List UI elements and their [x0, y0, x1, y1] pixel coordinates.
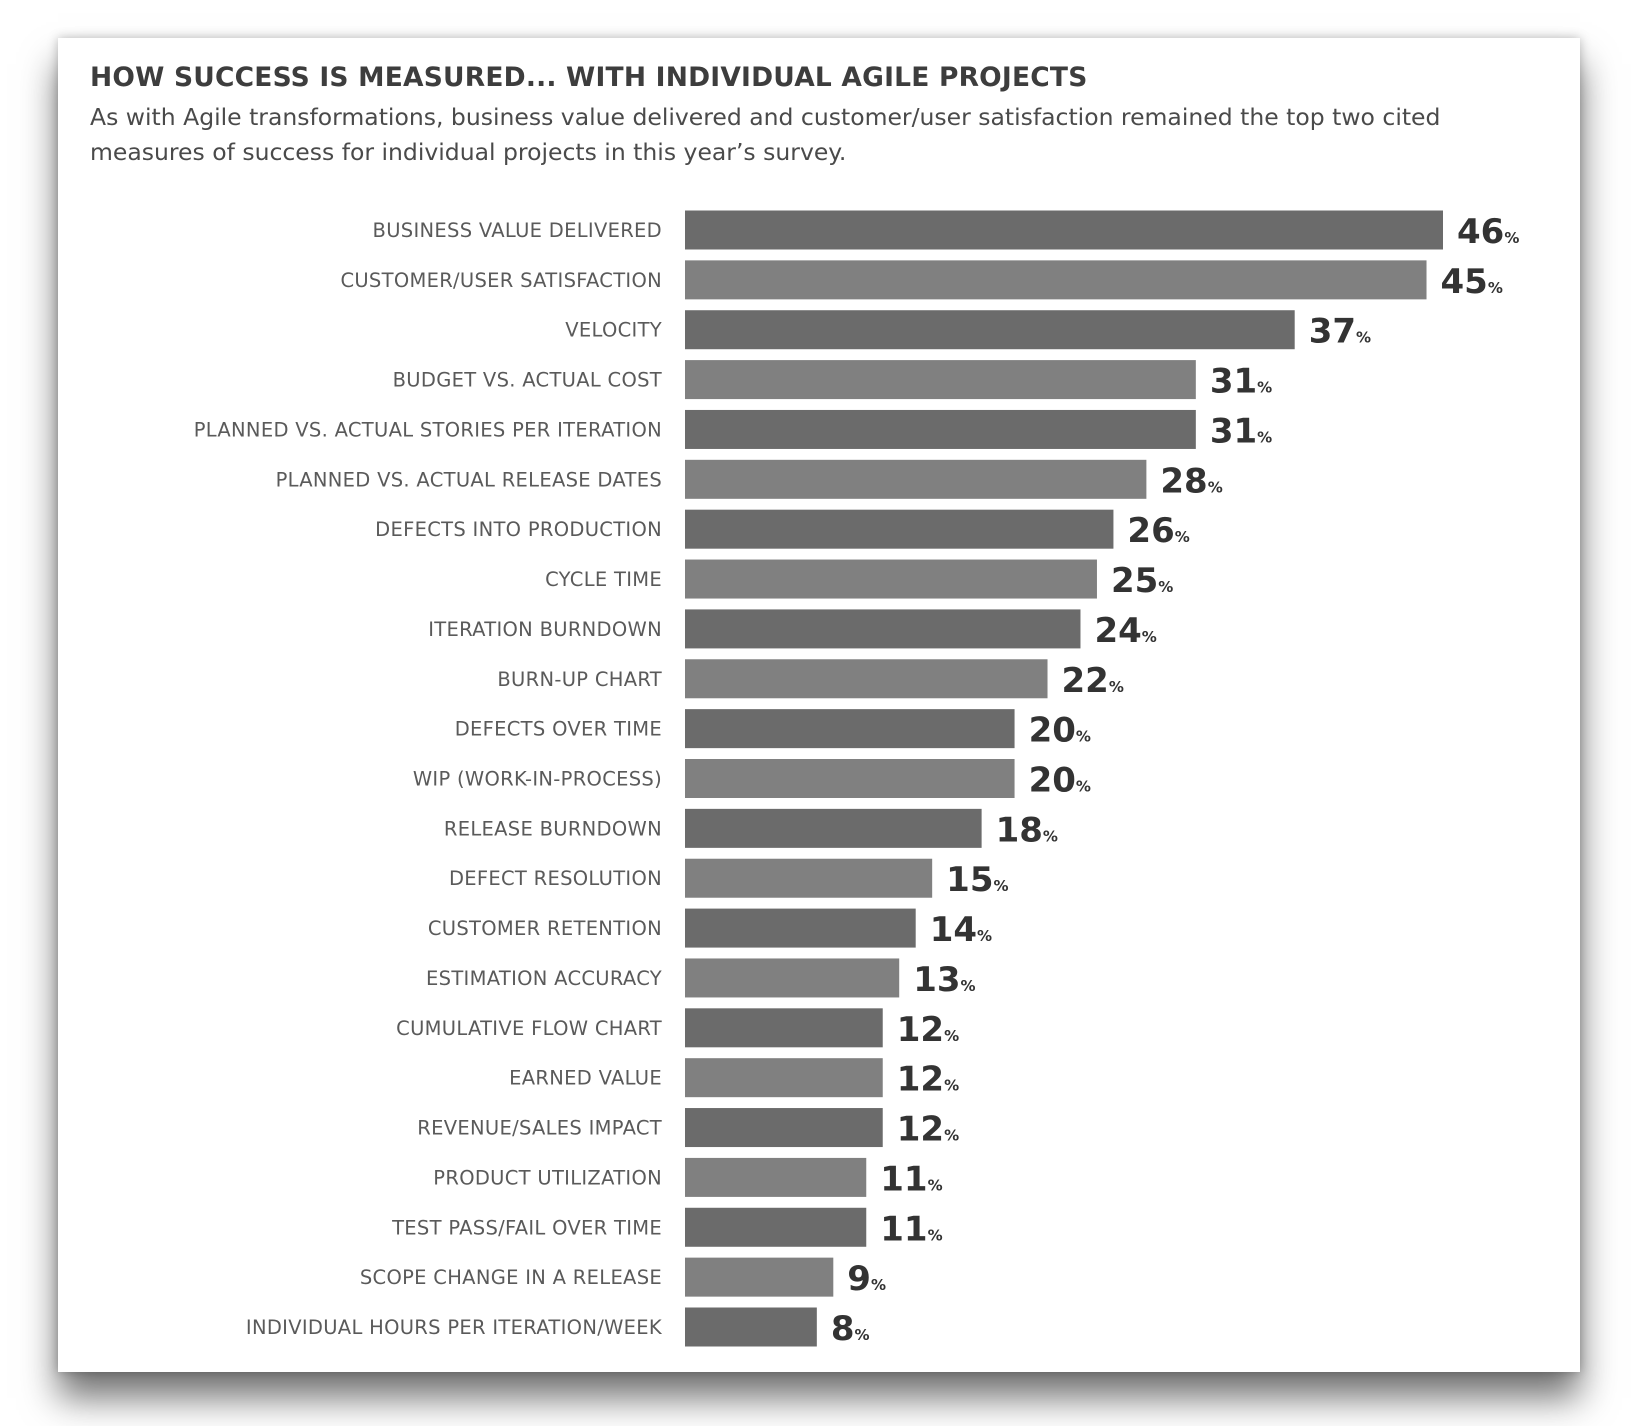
value-label: 28% [1160, 461, 1222, 501]
value-label: 11% [880, 1209, 942, 1249]
bar [685, 609, 1081, 649]
category-label: BUSINESS VALUE DELIVERED [373, 219, 662, 242]
chart-title: HOW SUCCESS IS MEASURED... WITH INDIVIDU… [90, 62, 1088, 93]
value-unit: % [961, 977, 976, 995]
value-label: 46% [1457, 212, 1519, 252]
value-unit: % [944, 1077, 959, 1095]
value-unit: % [1076, 778, 1091, 796]
bar [685, 1157, 867, 1197]
bar [685, 858, 933, 898]
value-unit: % [1076, 728, 1091, 746]
bar [685, 659, 1048, 699]
bar [685, 1307, 817, 1347]
category-label: DEFECTS OVER TIME [455, 718, 662, 741]
chart-card [58, 38, 1580, 1372]
value-label: 18% [996, 810, 1058, 850]
value-unit: % [1142, 628, 1157, 646]
value-label: 25% [1111, 561, 1173, 601]
category-label: DEFECT RESOLUTION [449, 867, 662, 890]
bar [685, 1108, 883, 1148]
category-label: CUSTOMER/USER SATISFACTION [340, 269, 662, 292]
bar [685, 459, 1147, 499]
value-label: 8% [831, 1309, 870, 1349]
bar [685, 559, 1097, 599]
value-label: 9% [847, 1259, 886, 1299]
value-label: 12% [897, 1110, 959, 1150]
category-label: REVENUE/SALES IMPACT [417, 1117, 662, 1140]
bar [685, 360, 1196, 400]
bar [685, 1207, 867, 1247]
value-label: 31% [1210, 411, 1272, 451]
value-unit: % [944, 1127, 959, 1145]
value-label: 11% [880, 1159, 942, 1199]
value-unit: % [977, 927, 992, 945]
value-label: 45% [1441, 262, 1503, 302]
category-label: SCOPE CHANGE IN A RELEASE [360, 1266, 662, 1289]
value-label: 20% [1029, 711, 1091, 751]
value-label: 15% [946, 860, 1008, 900]
bar [685, 958, 900, 998]
value-unit: % [1158, 578, 1173, 596]
value-label: 22% [1062, 661, 1124, 701]
bar [685, 709, 1015, 749]
value-unit: % [854, 1326, 869, 1344]
value-label: 12% [897, 1010, 959, 1050]
value-unit: % [1208, 478, 1223, 496]
value-unit: % [1257, 379, 1272, 397]
category-label: ITERATION BURNDOWN [428, 618, 662, 641]
value-unit: % [928, 1176, 943, 1194]
value-label: 14% [930, 910, 992, 950]
value-unit: % [1257, 428, 1272, 446]
category-label: DEFECTS INTO PRODUCTION [375, 518, 662, 541]
category-label: ESTIMATION ACCURACY [426, 967, 662, 990]
value-unit: % [994, 877, 1009, 895]
value-label: 31% [1210, 362, 1272, 402]
category-label: VELOCITY [565, 319, 662, 342]
category-label: PLANNED VS. ACTUAL STORIES PER ITERATION [194, 418, 662, 441]
value-unit: % [1504, 229, 1519, 247]
bar [685, 759, 1015, 798]
value-label: 13% [913, 960, 975, 1000]
value-unit: % [944, 1027, 959, 1045]
value-unit: % [871, 1276, 886, 1294]
value-unit: % [1488, 279, 1503, 297]
bar [685, 808, 982, 848]
bar [685, 509, 1114, 549]
value-unit: % [1175, 528, 1190, 546]
value-unit: % [928, 1226, 943, 1244]
category-label: EARNED VALUE [509, 1067, 662, 1090]
category-label: WIP (WORK-IN-PROCESS) [413, 768, 662, 791]
category-label: BUDGET VS. ACTUAL COST [393, 369, 662, 392]
bar [685, 1257, 834, 1297]
category-label: CUSTOMER RETENTION [428, 917, 662, 940]
category-label: PLANNED VS. ACTUAL RELEASE DATES [276, 468, 662, 491]
bar [685, 260, 1427, 300]
value-label: 20% [1029, 761, 1091, 801]
category-label: TEST PASS/FAIL OVER TIME [391, 1216, 662, 1239]
bar [685, 210, 1443, 250]
category-label: PRODUCT UTILIZATION [433, 1166, 662, 1189]
value-label: 37% [1309, 312, 1371, 352]
bar [685, 409, 1196, 449]
category-label: CUMULATIVE FLOW CHART [396, 1017, 662, 1040]
chart-subtitle: As with Agile transformations, business … [90, 103, 1441, 166]
value-label: 24% [1094, 611, 1156, 651]
category-label: CYCLE TIME [545, 568, 662, 591]
category-label: RELEASE BURNDOWN [444, 817, 662, 840]
category-label: INDIVIDUAL HOURS PER ITERATION/WEEK [246, 1316, 663, 1339]
value-label: 26% [1127, 511, 1189, 551]
category-label: BURN-UP CHART [497, 668, 662, 691]
bar [685, 310, 1295, 350]
value-label: 12% [897, 1060, 959, 1100]
bar [685, 908, 916, 948]
value-unit: % [1109, 678, 1124, 696]
bar [685, 1008, 883, 1048]
bar [685, 1058, 883, 1098]
value-unit: % [1043, 827, 1058, 845]
value-unit: % [1356, 329, 1371, 347]
